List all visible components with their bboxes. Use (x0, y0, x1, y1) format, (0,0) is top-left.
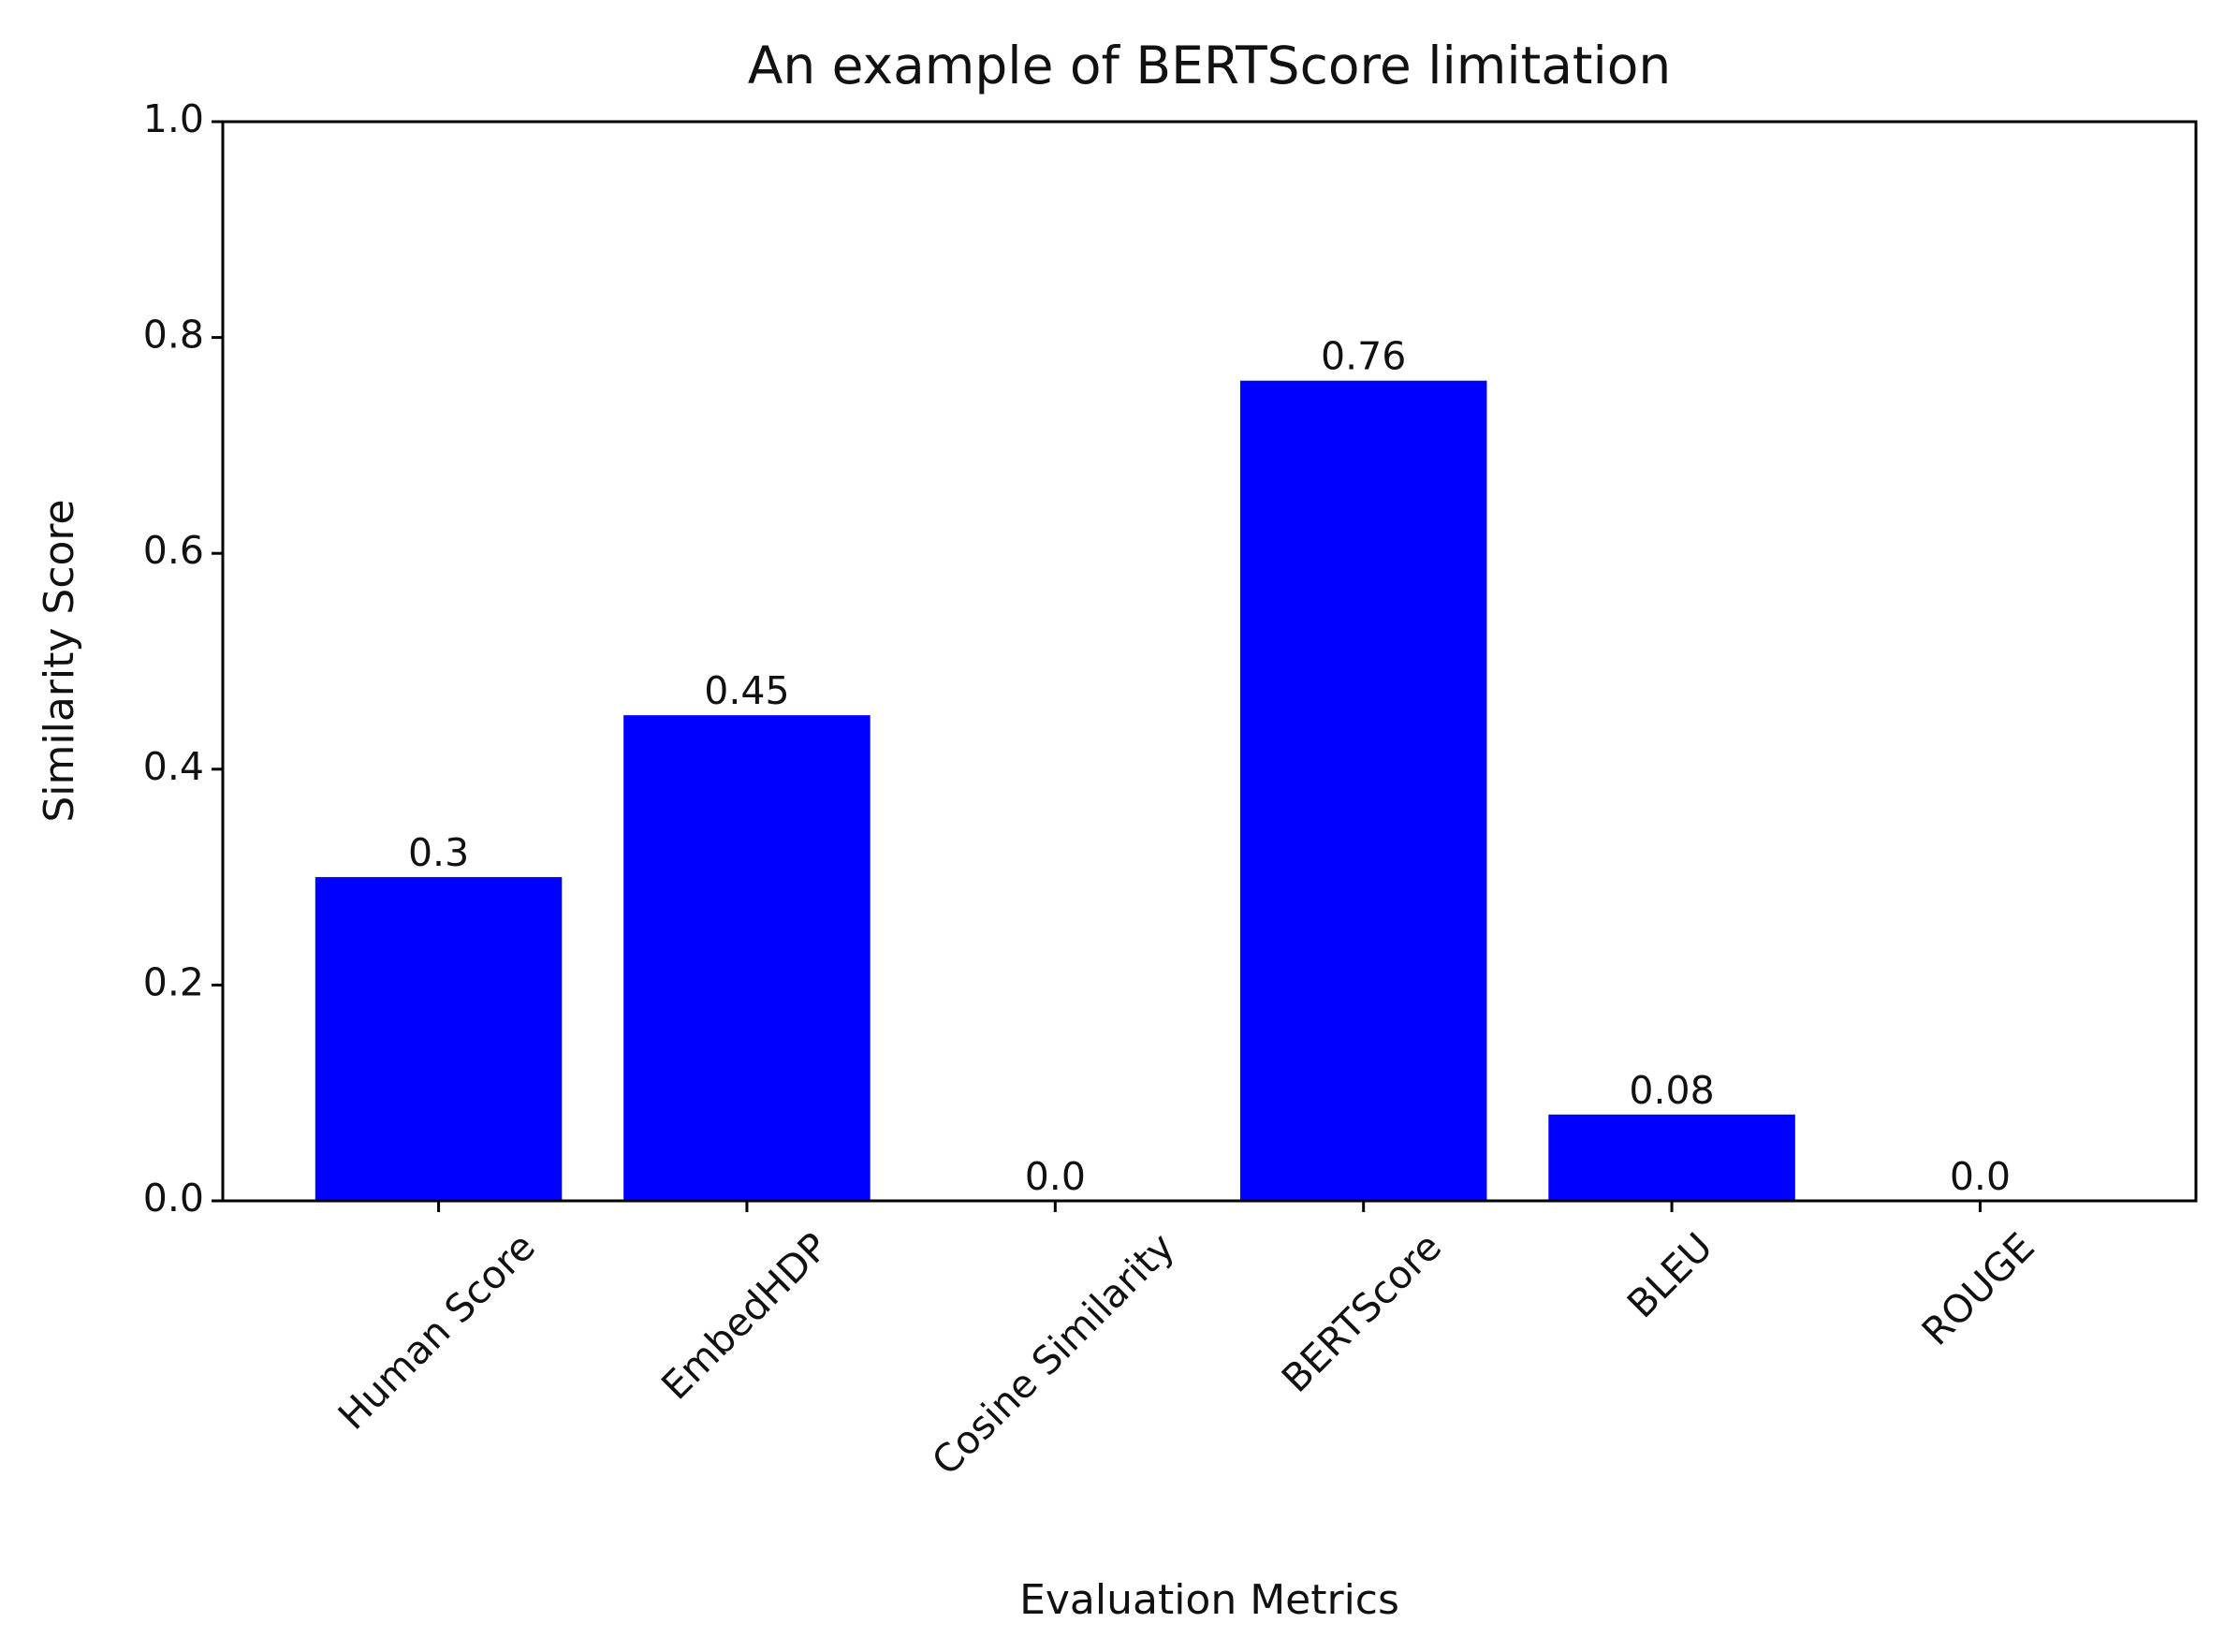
chart-title: An example of BERTScore limitation (748, 36, 1672, 95)
value-label: 0.76 (1321, 334, 1406, 379)
y-tick-label: 1.0 (143, 96, 204, 141)
x-tick-label: Cosine Similarity (923, 1224, 1183, 1484)
bar (1548, 1114, 1795, 1201)
x-tick-label: BERTScore (1273, 1224, 1450, 1401)
bar (623, 715, 871, 1201)
bar (1239, 380, 1487, 1202)
value-label: 0.0 (1025, 1154, 1086, 1199)
y-tick-label: 0.8 (143, 313, 204, 358)
value-label: 0.08 (1629, 1068, 1714, 1113)
y-tick-label: 0.2 (143, 959, 204, 1004)
x-axis-label: Evaluation Metrics (1019, 1576, 1399, 1624)
value-label: 0.3 (408, 830, 469, 875)
y-tick-label: 0.0 (143, 1176, 204, 1221)
y-axis-label: Similarity Score (36, 499, 83, 822)
plot-frame (221, 120, 2198, 1203)
value-label: 0.45 (704, 668, 789, 713)
x-tick-label: EmbedHDP (652, 1224, 837, 1409)
x-tick-label: Human Score (329, 1224, 544, 1439)
bar (315, 877, 563, 1201)
x-tick-label: ROUGE (1913, 1224, 2043, 1354)
x-tick-label: BLEU (1618, 1224, 1721, 1327)
y-tick-label: 0.6 (143, 528, 204, 573)
value-label: 0.0 (1950, 1154, 2011, 1199)
y-tick-label: 0.4 (143, 744, 204, 789)
